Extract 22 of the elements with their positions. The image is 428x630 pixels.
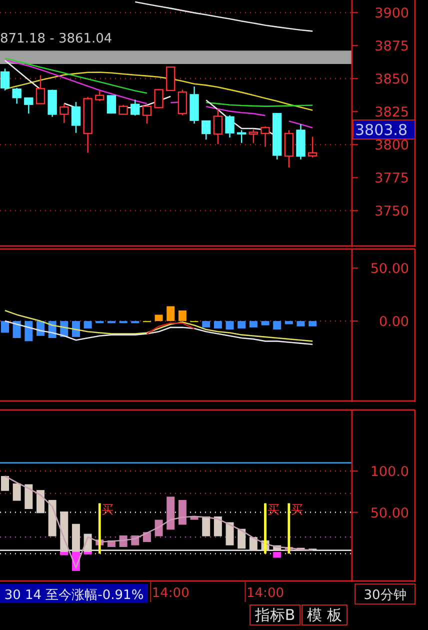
y-tick-label: 0.00: [378, 314, 409, 330]
data-label: 买: [102, 502, 114, 516]
y-tick-label: 3750: [374, 204, 409, 220]
y-tick-label: 50.00: [370, 261, 409, 278]
data-label: 买: [267, 502, 280, 516]
y-tick-label: 100.0: [370, 464, 409, 480]
text: 指标B: [254, 606, 296, 624]
x-tick-label: 14:00: [152, 586, 190, 601]
y-tick-label: 50.00: [370, 505, 409, 522]
text: 模 板: [307, 606, 342, 624]
y-tick-label: 3825: [374, 104, 409, 121]
data-label: 买: [290, 502, 303, 516]
x-tick-label: 14:00: [246, 586, 284, 601]
text: 3803.8: [355, 121, 408, 139]
y-tick-label: 3800: [374, 138, 409, 154]
y-tick-label: 3875: [374, 38, 409, 55]
text: 30 14 至今涨幅-0.91%: [4, 588, 144, 603]
y-tick-label: 3775: [374, 170, 409, 187]
text: 30分钟: [364, 588, 406, 603]
y-tick-label: 3900: [374, 6, 409, 22]
band-label: 871.18 - 3861.04: [0, 32, 112, 47]
y-tick-label: 3850: [374, 72, 409, 88]
